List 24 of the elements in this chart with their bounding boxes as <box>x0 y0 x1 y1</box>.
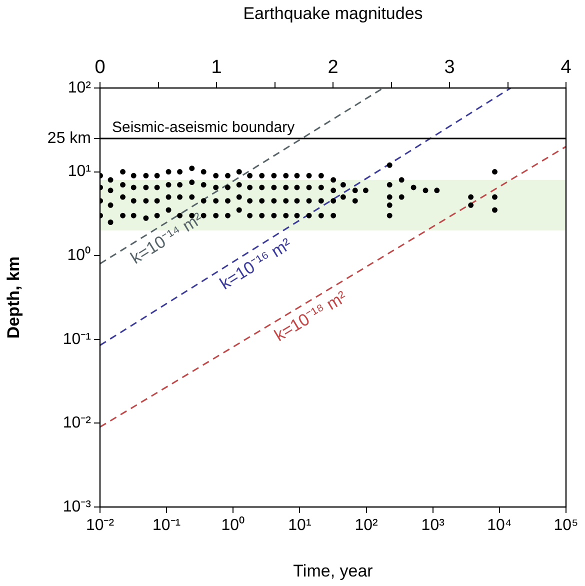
x-axis-title: Time, year <box>293 561 374 580</box>
x2-tick-label: 3 <box>444 56 455 78</box>
x2-axis-title: Earthquake magnitudes <box>243 4 423 23</box>
y-tick-label: 25 km <box>47 130 91 147</box>
y-tick-label: 10⁻² <box>62 414 92 432</box>
y-tick-label: 10⁻¹ <box>62 330 91 348</box>
x-tick-label: 10⁻¹ <box>152 517 181 534</box>
x2-tick-label: 4 <box>560 56 572 78</box>
y-tick-label: 10⁰ <box>67 246 91 264</box>
x-tick-label: 10⁻² <box>86 517 115 534</box>
y-tick-label: 10⁻³ <box>62 498 92 516</box>
x-tick-label: 10² <box>354 517 379 534</box>
x2-tick-label: 1 <box>211 56 222 78</box>
x2-tick-label: 0 <box>94 56 106 78</box>
ref-line-label: Seismic-aseismic boundary <box>112 119 296 136</box>
x-tick-label: 10⁵ <box>554 517 578 534</box>
y-tick-label: 10¹ <box>68 163 91 180</box>
x-tick-label: 10⁰ <box>221 516 246 534</box>
x2-tick-label: 2 <box>328 56 338 78</box>
y-tick-label: 10² <box>68 79 92 96</box>
x-tick-label: 10³ <box>421 517 446 534</box>
x-tick-label: 10⁴ <box>487 517 512 534</box>
x-tick-label: 10¹ <box>288 517 312 534</box>
y-axis-title: Depth, km <box>4 256 23 339</box>
